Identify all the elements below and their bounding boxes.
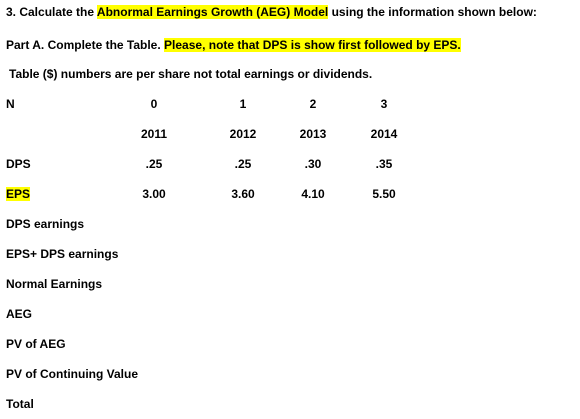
row-label-dps-earnings: DPS earnings	[6, 217, 85, 231]
value-cell: 4.10	[301, 187, 325, 201]
part-a-prefix: Part A. Complete the Table.	[6, 38, 165, 52]
period-cell: 0	[150, 97, 158, 111]
question-suffix: using the information shown below:	[328, 5, 537, 19]
table-note: Table ($) numbers are per share not tota…	[9, 67, 373, 81]
part-a-highlight: Please, note that DPS is show first foll…	[164, 38, 461, 52]
value-cell: .30	[304, 157, 322, 171]
value-cell: 3.00	[142, 187, 166, 201]
row-label-eps: EPS	[6, 186, 31, 202]
question-prefix: 3. Calculate the	[6, 5, 97, 19]
value-cell: 3.60	[231, 187, 255, 201]
question-highlight: Abnormal Earnings Growth (AEG) Model	[96, 5, 329, 19]
year-cell: 2011	[140, 127, 168, 141]
question-heading: 3. Calculate the Abnormal Earnings Growt…	[6, 4, 537, 20]
year-cell: 2014	[370, 127, 398, 141]
period-cell: 3	[380, 97, 388, 111]
value-cell: .25	[234, 157, 252, 171]
row-label-aeg: AEG	[6, 307, 33, 321]
row-label-normal-earnings: Normal Earnings	[6, 277, 103, 291]
row-label-pv-continuing-value: PV of Continuing Value	[6, 367, 138, 381]
value-cell: 5.50	[372, 187, 396, 201]
year-cell: 2012	[229, 127, 257, 141]
row-label-pv-aeg: PV of AEG	[6, 337, 66, 351]
year-cell: 2013	[299, 127, 327, 141]
row-label-dps: DPS	[6, 157, 31, 171]
row-label-eps-dps-earnings: EPS+ DPS earnings	[6, 247, 119, 261]
part-a-instruction: Part A. Complete the Table. Please, note…	[6, 37, 461, 53]
period-cell: 1	[239, 97, 247, 111]
row-label-total: Total	[6, 397, 34, 411]
period-cell: 2	[309, 97, 317, 111]
value-cell: .25	[145, 157, 163, 171]
value-cell: .35	[375, 157, 393, 171]
eps-highlight: EPS	[6, 187, 31, 201]
n-label: N	[6, 97, 15, 111]
